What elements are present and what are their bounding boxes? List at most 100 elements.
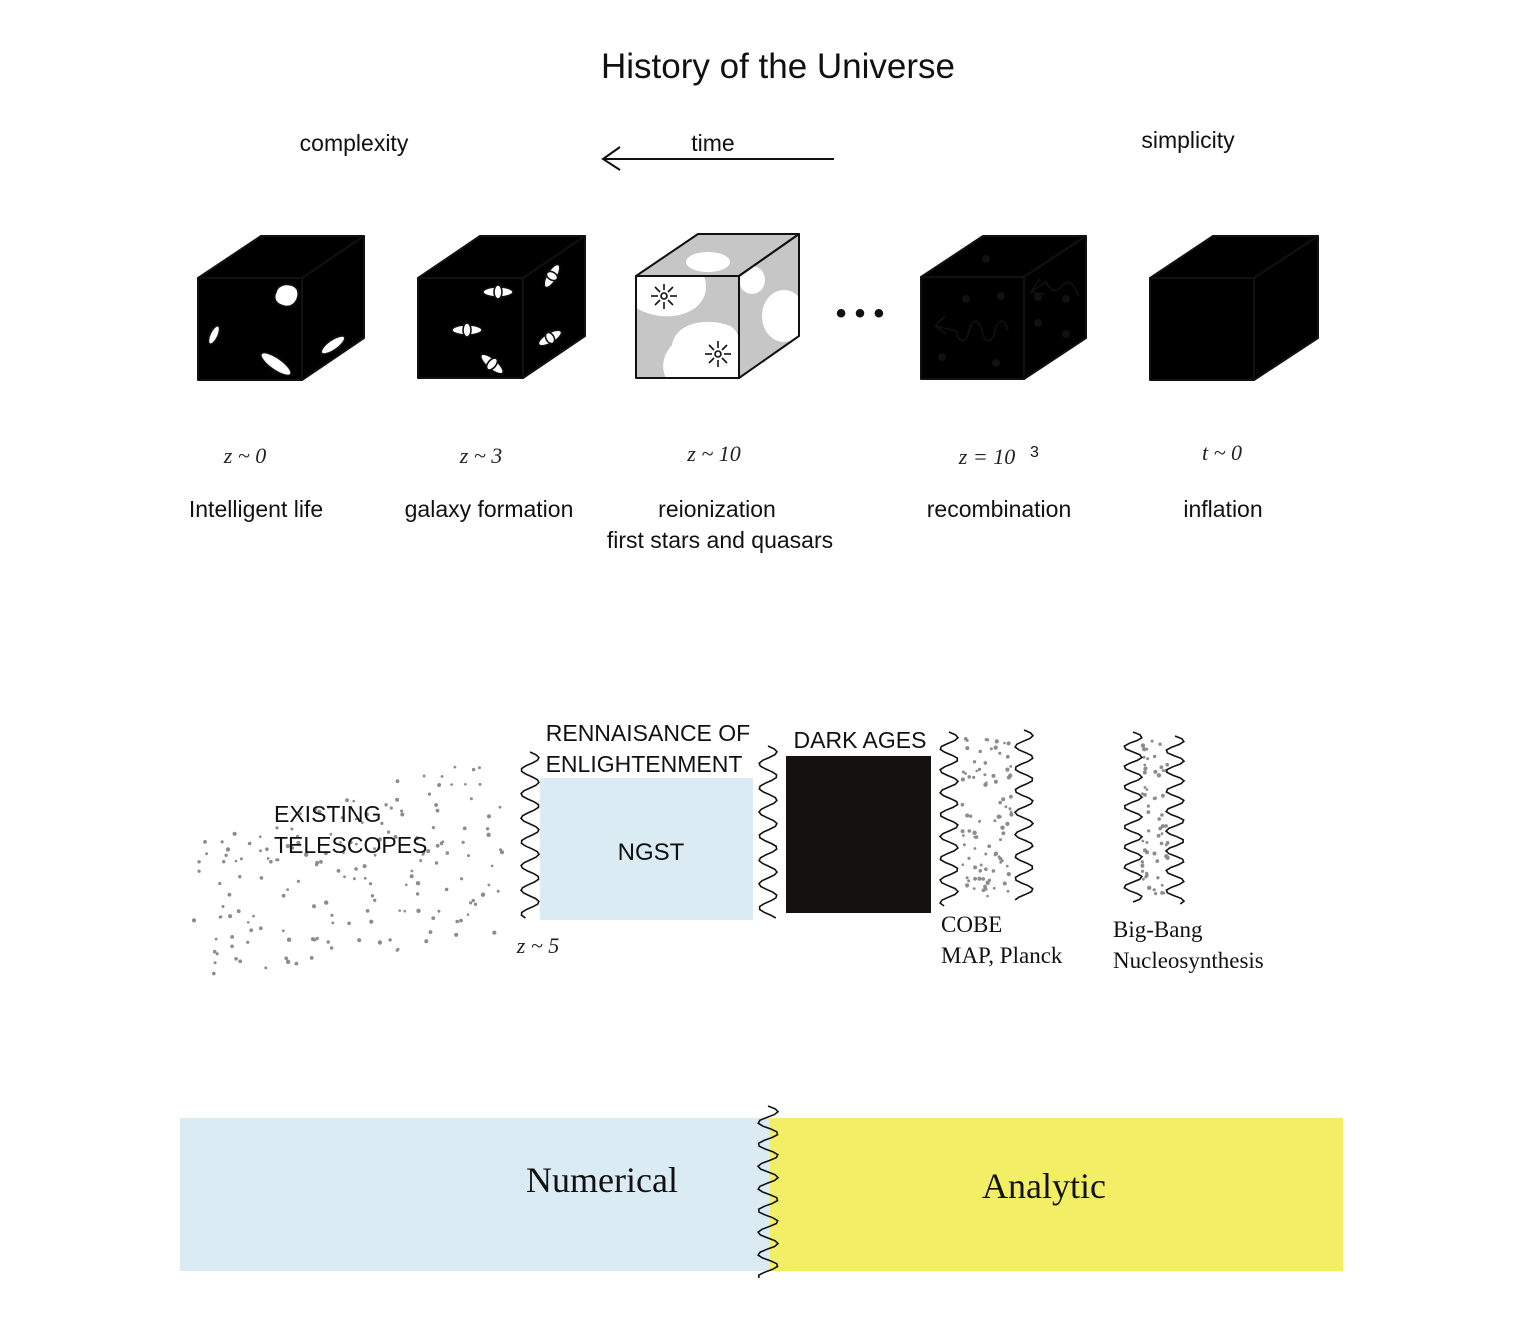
scatter-dot: [304, 852, 309, 857]
scatter-dot: [977, 767, 982, 772]
spiral-galaxy-icon: [482, 284, 514, 300]
scatter-dot: [968, 814, 973, 818]
scatter-dot: [471, 898, 475, 903]
scatter-dot: [1147, 829, 1151, 833]
scatter-dot: [269, 859, 273, 864]
redshift-label: t ~ 0: [1202, 440, 1242, 465]
scatter-dot: [965, 883, 970, 888]
scatter-dot: [331, 921, 335, 925]
scatter-dot: [1159, 765, 1164, 770]
scatter-dot: [373, 898, 377, 902]
cube-side-face: [1023, 235, 1087, 380]
scatter-dot: [259, 835, 262, 838]
spiral-galaxy-icon: [543, 263, 561, 289]
ionized-bubbles-top: [686, 252, 730, 272]
epoch-name: reionization: [658, 496, 776, 522]
redshift-label: z ~ 3: [459, 443, 502, 468]
scatter-dot: [1154, 796, 1157, 800]
scatter-dot: [354, 817, 358, 821]
cobe-label: COBE: [941, 912, 1002, 937]
scatter-dot: [478, 782, 482, 786]
scatter-dot: [1146, 804, 1150, 808]
scatter-dot: [285, 959, 291, 964]
scatter-dot: [1009, 810, 1013, 814]
scatter-dot: [994, 739, 999, 744]
spiral-galaxy-icon: [537, 329, 563, 347]
wavy-boundary: [938, 731, 960, 907]
scatter-dot: [1000, 825, 1005, 830]
scatter-dot: [431, 826, 435, 830]
scatter-dot: [989, 747, 993, 751]
scatter-dot: [445, 851, 450, 855]
scatter-dot: [227, 892, 232, 897]
epoch-name-line2: first stars and quasars: [607, 527, 833, 553]
scatter-dot: [393, 835, 398, 839]
scatter-dot: [437, 909, 441, 913]
scatter-dot: [1001, 797, 1006, 802]
scatter-dot: [1165, 762, 1169, 767]
scatter-dot: [380, 821, 384, 826]
scatter-dot: [967, 775, 971, 779]
scatter-dot: [309, 956, 314, 960]
scatter-dot: [259, 876, 264, 880]
cube-reionization: [635, 233, 800, 379]
scatter-dot: [360, 821, 364, 824]
scatter-dot: [365, 909, 370, 913]
scatter-dot: [1155, 859, 1160, 863]
scatter-dot: [238, 875, 242, 879]
cube-side-face: [301, 235, 365, 381]
scatter-dot: [348, 840, 353, 845]
dark-ages-block: [786, 756, 931, 913]
scatter-dot: [983, 761, 988, 765]
scatter-dot: [377, 940, 383, 945]
complexity-label: complexity: [300, 130, 409, 156]
scatter-dot: [312, 904, 316, 909]
scatter-dot: [1150, 739, 1154, 743]
scatter-dot: [1161, 793, 1165, 798]
scatter-dot: [387, 830, 391, 834]
scatter-dot: [290, 846, 295, 850]
scatter-dot: [1005, 864, 1009, 868]
scatter-dot: [403, 909, 407, 913]
scatter-dot: [222, 860, 226, 864]
scatter-dot: [1141, 839, 1145, 843]
scatter-dot: [999, 861, 1003, 864]
scatter-dot: [996, 814, 1001, 819]
scatter-dot: [993, 745, 998, 750]
scatter-dot: [355, 842, 358, 846]
scatter-dot: [1160, 891, 1164, 895]
cube-intelligent-life: [197, 235, 365, 381]
scatter-dot: [1004, 805, 1008, 809]
scatter-dot: [286, 937, 292, 942]
scatter-dot: [246, 921, 250, 924]
scatter-dot: [1006, 889, 1010, 893]
scatter-dot: [212, 971, 216, 976]
scatter-dot: [1005, 821, 1010, 827]
galaxy-icon: [320, 335, 346, 355]
scatter-dot: [317, 809, 322, 814]
scatter-dot: [1160, 883, 1164, 887]
scatter-dot: [352, 877, 356, 881]
scatter-dot: [993, 819, 997, 823]
scatter-dot: [979, 863, 983, 867]
scatter-dot: [247, 841, 252, 846]
scatter-dot: [983, 884, 987, 889]
spiral-galaxy-icon: [451, 322, 483, 338]
scatter-dot: [232, 831, 237, 836]
scatter-dot: [384, 803, 388, 807]
scatter-dot: [400, 809, 404, 813]
bbn-label: Big-Bang: [1113, 917, 1203, 942]
scatter-dot: [1145, 788, 1149, 791]
scatter-dot: [1141, 869, 1145, 873]
scatter-dot: [388, 938, 392, 942]
scatter-dot: [981, 877, 986, 881]
scatter-dot: [1157, 817, 1161, 821]
scatter-dot: [486, 814, 492, 819]
scatter-dot: [984, 867, 988, 871]
scatter-dot: [435, 843, 440, 848]
scatter-dot: [1140, 863, 1145, 868]
wavy-boundary: [757, 745, 779, 919]
scatter-dot: [230, 944, 234, 949]
scatter-dot: [339, 841, 342, 844]
